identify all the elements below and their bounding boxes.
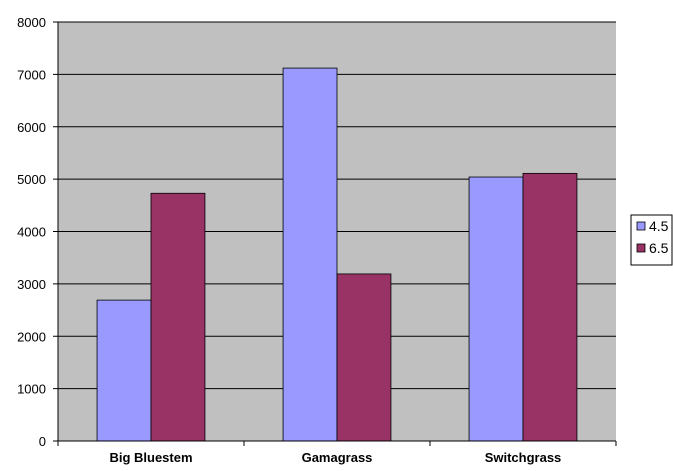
legend-swatch [636,221,646,231]
bar-4-5-gamagrass [282,67,338,442]
y-tick-label: 0 [39,434,46,449]
legend-label: 6.5 [649,240,669,256]
y-tick-label: 7000 [17,67,46,82]
bar-6-5-big-bluestem [150,192,206,442]
y-tick-label: 2000 [17,329,46,344]
y-tick-label: 6000 [17,120,46,135]
x-tick-label: Switchgrass [485,450,562,465]
y-tick-label: 1000 [17,382,46,397]
x-tick-label: Gamagrass [302,450,373,465]
y-tick-label: 3000 [17,277,46,292]
y-tick-label: 8000 [17,15,46,30]
x-tick-label: Big Bluestem [109,450,192,465]
legend-label: 4.5 [649,218,669,234]
bars [96,67,578,442]
bar-6-5-gamagrass [336,273,392,442]
bar-4-5-big-bluestem [96,299,152,442]
legend: 4.56.5 [630,214,673,266]
y-tick-label: 4000 [17,225,46,240]
legend-swatch [636,243,646,253]
bar-6-5-switchgrass [522,172,578,442]
y-tick-label: 5000 [17,172,46,187]
axes: 0 1000 2000 3000 4000 5000 6000 7000 8000 Big Blu… [17,15,617,465]
bar-4-5-switchgrass [468,176,524,442]
